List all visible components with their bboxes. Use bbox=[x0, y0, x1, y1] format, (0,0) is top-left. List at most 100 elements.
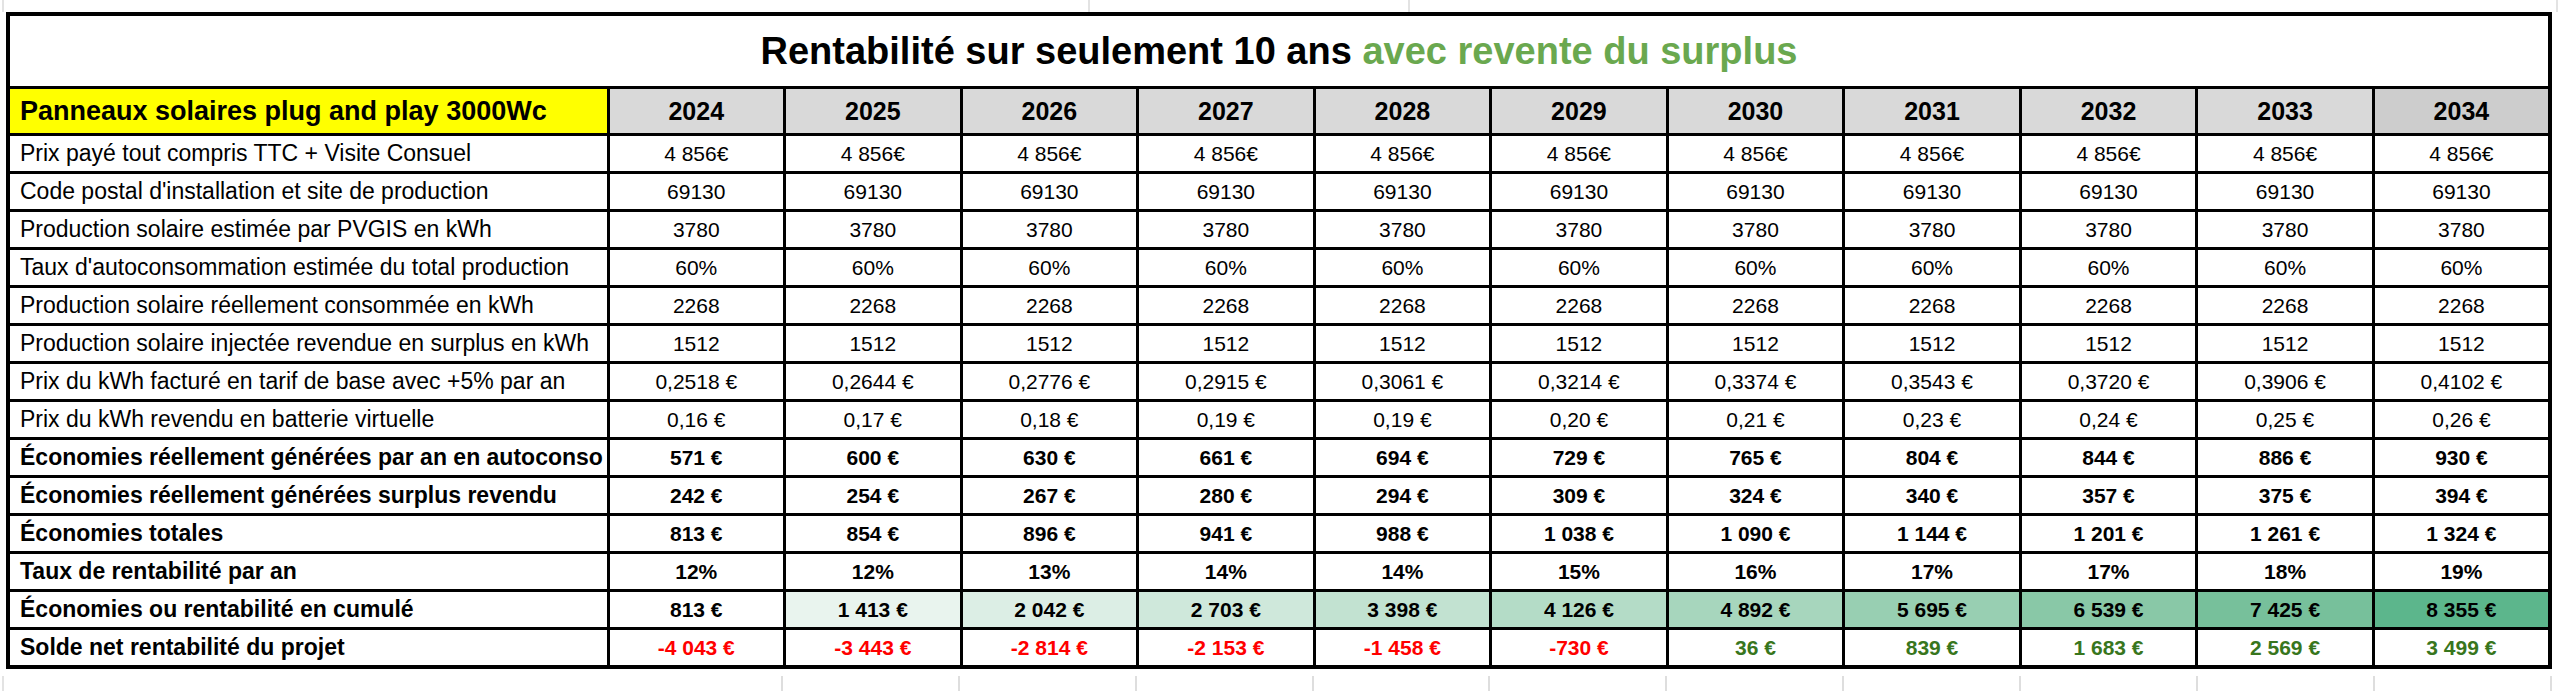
value-cell[interactable]: 630 € bbox=[961, 439, 1138, 477]
value-cell[interactable]: 3 398 € bbox=[1314, 591, 1491, 629]
value-cell[interactable]: 294 € bbox=[1314, 477, 1491, 515]
value-cell[interactable]: 0,24 € bbox=[2020, 401, 2197, 439]
value-cell[interactable]: 1 324 € bbox=[2373, 515, 2550, 553]
value-cell[interactable]: 2268 bbox=[2020, 287, 2197, 325]
row-label-cell[interactable]: Production solaire injectée revendue en … bbox=[8, 325, 608, 363]
row-label-cell[interactable]: Économies réellement générées surplus re… bbox=[8, 477, 608, 515]
value-cell[interactable]: 36 € bbox=[1667, 629, 1844, 668]
row-label-cell[interactable]: Prix du kWh revendu en batterie virtuell… bbox=[8, 401, 608, 439]
value-cell[interactable]: 1512 bbox=[1491, 325, 1668, 363]
value-cell[interactable]: 1512 bbox=[1667, 325, 1844, 363]
product-header-cell[interactable]: Panneaux solaires plug and play 3000Wc bbox=[8, 88, 608, 135]
value-cell[interactable]: 4 856€ bbox=[1844, 135, 2021, 173]
value-cell[interactable]: 600 € bbox=[785, 439, 962, 477]
value-cell[interactable]: 13% bbox=[961, 553, 1138, 591]
value-cell[interactable]: 0,2518 € bbox=[608, 363, 785, 401]
value-cell[interactable]: 0,2915 € bbox=[1138, 363, 1315, 401]
value-cell[interactable]: 2268 bbox=[1667, 287, 1844, 325]
value-cell[interactable]: 0,19 € bbox=[1314, 401, 1491, 439]
value-cell[interactable]: 813 € bbox=[608, 591, 785, 629]
row-label-cell[interactable]: Économies ou rentabilité en cumulé bbox=[8, 591, 608, 629]
value-cell[interactable]: 4 856€ bbox=[1667, 135, 1844, 173]
value-cell[interactable]: 8 355 € bbox=[2373, 591, 2550, 629]
value-cell[interactable]: 242 € bbox=[608, 477, 785, 515]
year-header-cell[interactable]: 2033 bbox=[2197, 88, 2374, 135]
value-cell[interactable]: 60% bbox=[961, 249, 1138, 287]
row-label-cell[interactable]: Solde net rentabilité du projet bbox=[8, 629, 608, 668]
value-cell[interactable]: 1512 bbox=[2020, 325, 2197, 363]
value-cell[interactable]: 69130 bbox=[2020, 173, 2197, 211]
value-cell[interactable]: 69130 bbox=[1491, 173, 1668, 211]
value-cell[interactable]: 60% bbox=[608, 249, 785, 287]
year-header-cell[interactable]: 2024 bbox=[608, 88, 785, 135]
value-cell[interactable]: 15% bbox=[1491, 553, 1668, 591]
value-cell[interactable]: 69130 bbox=[1138, 173, 1315, 211]
value-cell[interactable]: 0,19 € bbox=[1138, 401, 1315, 439]
value-cell[interactable]: 886 € bbox=[2197, 439, 2374, 477]
value-cell[interactable]: 2268 bbox=[1491, 287, 1668, 325]
value-cell[interactable]: 2268 bbox=[1314, 287, 1491, 325]
value-cell[interactable]: 854 € bbox=[785, 515, 962, 553]
value-cell[interactable]: -1 458 € bbox=[1314, 629, 1491, 668]
row-label-cell[interactable]: Taux de rentabilité par an bbox=[8, 553, 608, 591]
value-cell[interactable]: 1512 bbox=[961, 325, 1138, 363]
value-cell[interactable]: 60% bbox=[785, 249, 962, 287]
row-label-cell[interactable]: Code postal d'installation et site de pr… bbox=[8, 173, 608, 211]
value-cell[interactable]: 839 € bbox=[1844, 629, 2021, 668]
value-cell[interactable]: 0,25 € bbox=[2197, 401, 2374, 439]
value-cell[interactable]: 4 856€ bbox=[2197, 135, 2374, 173]
value-cell[interactable]: 2268 bbox=[961, 287, 1138, 325]
value-cell[interactable]: 2268 bbox=[1844, 287, 2021, 325]
value-cell[interactable]: 0,2644 € bbox=[785, 363, 962, 401]
value-cell[interactable]: 3780 bbox=[2020, 211, 2197, 249]
value-cell[interactable]: 694 € bbox=[1314, 439, 1491, 477]
value-cell[interactable]: 12% bbox=[785, 553, 962, 591]
year-header-cell[interactable]: 2034 bbox=[2373, 88, 2550, 135]
value-cell[interactable]: 0,3061 € bbox=[1314, 363, 1491, 401]
value-cell[interactable]: 813 € bbox=[608, 515, 785, 553]
row-label-cell[interactable]: Économies totales bbox=[8, 515, 608, 553]
row-label-cell[interactable]: Prix payé tout compris TTC + Visite Cons… bbox=[8, 135, 608, 173]
value-cell[interactable]: 930 € bbox=[2373, 439, 2550, 477]
value-cell[interactable]: 60% bbox=[1314, 249, 1491, 287]
value-cell[interactable]: 4 856€ bbox=[608, 135, 785, 173]
value-cell[interactable]: 3780 bbox=[1138, 211, 1315, 249]
value-cell[interactable]: 3780 bbox=[1491, 211, 1668, 249]
year-header-cell[interactable]: 2028 bbox=[1314, 88, 1491, 135]
value-cell[interactable]: 60% bbox=[1491, 249, 1668, 287]
value-cell[interactable]: 17% bbox=[1844, 553, 2021, 591]
value-cell[interactable]: 1 038 € bbox=[1491, 515, 1668, 553]
value-cell[interactable]: 0,18 € bbox=[961, 401, 1138, 439]
value-cell[interactable]: 1512 bbox=[608, 325, 785, 363]
value-cell[interactable]: 60% bbox=[1138, 249, 1315, 287]
value-cell[interactable]: 1512 bbox=[785, 325, 962, 363]
value-cell[interactable]: 729 € bbox=[1491, 439, 1668, 477]
value-cell[interactable]: 0,3214 € bbox=[1491, 363, 1668, 401]
value-cell[interactable]: 69130 bbox=[785, 173, 962, 211]
value-cell[interactable]: 60% bbox=[1667, 249, 1844, 287]
value-cell[interactable]: 14% bbox=[1314, 553, 1491, 591]
value-cell[interactable]: 3780 bbox=[961, 211, 1138, 249]
value-cell[interactable]: 2 703 € bbox=[1138, 591, 1315, 629]
value-cell[interactable]: 804 € bbox=[1844, 439, 2021, 477]
value-cell[interactable]: 60% bbox=[2373, 249, 2550, 287]
value-cell[interactable]: 60% bbox=[1844, 249, 2021, 287]
value-cell[interactable]: 14% bbox=[1138, 553, 1315, 591]
value-cell[interactable]: 1 144 € bbox=[1844, 515, 2021, 553]
value-cell[interactable]: 1 201 € bbox=[2020, 515, 2197, 553]
value-cell[interactable]: 4 856€ bbox=[1138, 135, 1315, 173]
row-label-cell[interactable]: Économies réellement générées par an en … bbox=[8, 439, 608, 477]
value-cell[interactable]: 0,4102 € bbox=[2373, 363, 2550, 401]
value-cell[interactable]: 941 € bbox=[1138, 515, 1315, 553]
value-cell[interactable]: -3 443 € bbox=[785, 629, 962, 668]
year-header-cell[interactable]: 2026 bbox=[961, 88, 1138, 135]
value-cell[interactable]: 571 € bbox=[608, 439, 785, 477]
value-cell[interactable]: 1512 bbox=[1314, 325, 1491, 363]
value-cell[interactable]: 69130 bbox=[2373, 173, 2550, 211]
value-cell[interactable]: 0,17 € bbox=[785, 401, 962, 439]
value-cell[interactable]: 6 539 € bbox=[2020, 591, 2197, 629]
year-header-cell[interactable]: 2031 bbox=[1844, 88, 2021, 135]
value-cell[interactable]: 267 € bbox=[961, 477, 1138, 515]
value-cell[interactable]: 394 € bbox=[2373, 477, 2550, 515]
value-cell[interactable]: 765 € bbox=[1667, 439, 1844, 477]
